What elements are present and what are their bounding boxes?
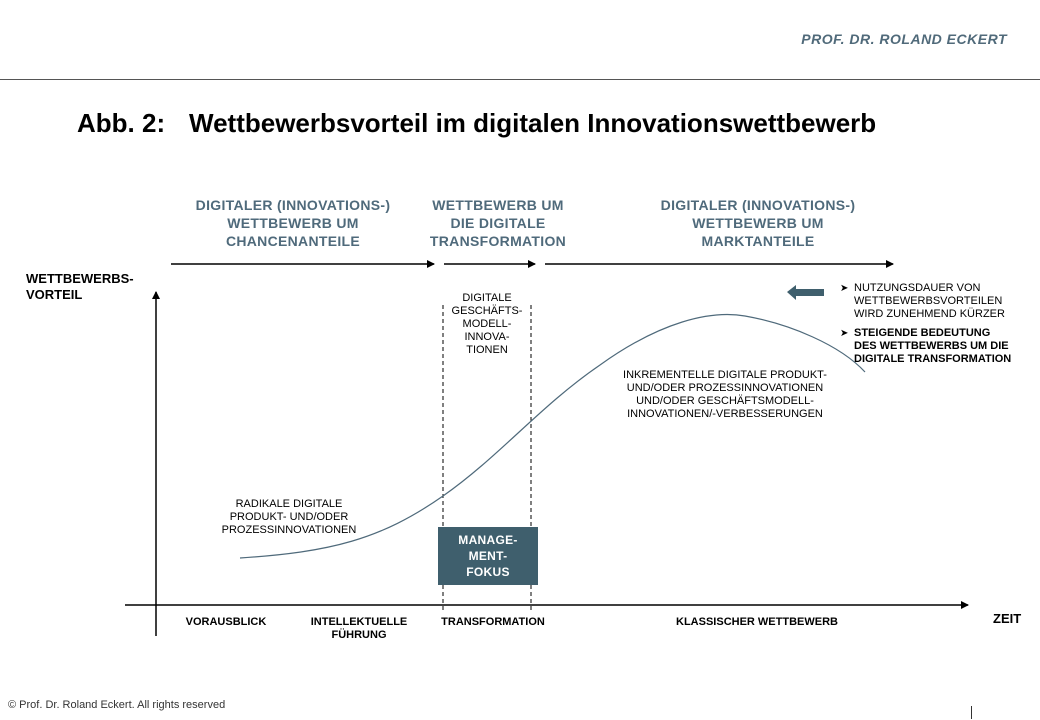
phase-2-line-1: WETTBEWERB UM xyxy=(432,197,564,213)
incremental-line-1: INKREMENTELLE DIGITALE PRODUKT- xyxy=(623,369,827,381)
stage-vorausblick: VORAUSBLICK xyxy=(166,616,286,629)
stage-3-line-1: TRANSFORMATION xyxy=(441,616,545,628)
phase-label-marktanteile: DIGITALER (INNOVATIONS-) WETTBEWERB UM M… xyxy=(648,196,868,250)
bullet-text-1: NUTZUNGSDAUER VON WETTBEWERBSVORTEILEN W… xyxy=(854,282,1005,321)
annotation-digital-business-model: DIGITALE GESCHÄFTS- MODELL- INNOVA- TION… xyxy=(443,292,531,357)
digital-bm-line-2: GESCHÄFTS- xyxy=(451,305,523,317)
bullet-item-1: ➤ NUTZUNGSDAUER VON WETTBEWERBSVORTEILEN… xyxy=(840,282,1035,321)
bullet-text-2: STEIGENDE BEDEUTUNG DES WETTBEWERBS UM D… xyxy=(854,327,1011,366)
arrow-bullet-icon: ➤ xyxy=(840,328,849,339)
x-axis-label: ZEIT xyxy=(993,611,1022,626)
competitive-advantage-curve xyxy=(239,313,866,559)
digital-bm-line-3: MODELL- xyxy=(462,318,512,330)
phase-label-chancenanteile: DIGITALER (INNOVATIONS-) WETTBEWERB UM C… xyxy=(183,196,403,250)
bullet-item-2: ➤ STEIGENDE BEDEUTUNG DES WETTBEWERBS UM… xyxy=(840,327,1035,366)
phase-label-transformation: WETTBEWERB UM DIE DIGITALE TRANSFORMATIO… xyxy=(418,196,578,250)
bullet-2-line-3: DIGITALE TRANSFORMATION xyxy=(854,353,1012,365)
phase-3-line-3: MARKTANTEILE xyxy=(701,233,815,249)
bullet-1-line-2: WETTBEWERBSVORTEILEN xyxy=(854,295,1003,307)
management-focus-box: MANAGE- MENT- FOKUS xyxy=(438,527,538,585)
left-arrow-icon xyxy=(787,285,824,300)
y-axis-label: WETTBEWERBS- VORTEIL xyxy=(26,271,134,303)
footer-divider xyxy=(971,706,972,719)
stage-klassischer-wettbewerb: KLASSISCHER WETTBEWERB xyxy=(652,616,862,629)
phase-1-line-3: CHANCENANTEILE xyxy=(225,233,361,249)
phase-1-line-1: DIGITALER (INNOVATIONS-) xyxy=(195,197,391,213)
author-header: PROF. DR. ROLAND ECKERT xyxy=(801,31,1007,47)
header-divider xyxy=(0,79,1040,80)
stage-transformation: TRANSFORMATION xyxy=(428,616,558,629)
arrow-bullet-icon: ➤ xyxy=(840,283,849,294)
digital-bm-line-1: DIGITALE xyxy=(462,292,512,304)
annotation-incremental: INKREMENTELLE DIGITALE PRODUKT- UND/ODER… xyxy=(600,369,850,421)
phase-2-line-3: TRANSFORMATION xyxy=(429,233,567,249)
digital-bm-line-4: INNOVA- xyxy=(464,331,510,343)
radical-line-2: PRODUKT- UND/ODER xyxy=(229,511,349,523)
digital-bm-line-5: TIONEN xyxy=(466,344,508,356)
stage-2-line-1: INTELLEKTUELLE xyxy=(310,616,408,628)
radical-line-3: PROZESSINNOVATIONEN xyxy=(221,524,357,536)
y-axis-label-line-1: WETTBEWERBS- xyxy=(26,271,134,286)
radical-line-1: RADIKALE DIGITALE xyxy=(235,498,343,510)
stage-2-line-2: FÜHRUNG xyxy=(331,629,387,641)
bullet-1-line-1: NUTZUNGSDAUER VON xyxy=(854,282,981,294)
bullet-list: ➤ NUTZUNGSDAUER VON WETTBEWERBSVORTEILEN… xyxy=(840,282,1035,366)
stage-1-line-1: VORAUSBLICK xyxy=(185,616,267,628)
phase-3-line-1: DIGITALER (INNOVATIONS-) xyxy=(660,197,856,213)
phase-1-line-2: WETTBEWERB UM xyxy=(227,215,359,231)
incremental-line-3: UND/ODER GESCHÄFTSMODELL- xyxy=(636,395,814,407)
figure-title: Wettbewerbsvorteil im digitalen Innovati… xyxy=(189,108,877,138)
incremental-line-4: INNOVATIONEN/-VERBESSERUNGEN xyxy=(627,408,823,420)
bullet-2-line-1: STEIGENDE BEDEUTUNG xyxy=(854,327,991,339)
y-axis-label-line-2: VORTEIL xyxy=(26,287,83,302)
figure-label: Abb. 2: xyxy=(77,108,166,138)
annotation-radical: RADIKALE DIGITALE PRODUKT- UND/ODER PROZ… xyxy=(204,498,374,537)
phase-3-line-2: WETTBEWERB UM xyxy=(692,215,824,231)
bullet-1-line-3: WIRD ZUNEHMEND KÜRZER xyxy=(854,308,1005,320)
incremental-line-2: UND/ODER PROZESSINNOVATIONEN xyxy=(626,382,824,394)
footer-copyright: © Prof. Dr. Roland Eckert. All rights re… xyxy=(8,699,226,711)
phase-2-line-2: DIE DIGITALE xyxy=(450,215,546,231)
stage-4-line-1: KLASSISCHER WETTBEWERB xyxy=(676,616,838,628)
stage-intellektuelle-fuehrung: INTELLEKTUELLE FÜHRUNG xyxy=(294,616,424,642)
bullet-2-line-2: DES WETTBEWERBS UM DIE xyxy=(854,340,1009,352)
